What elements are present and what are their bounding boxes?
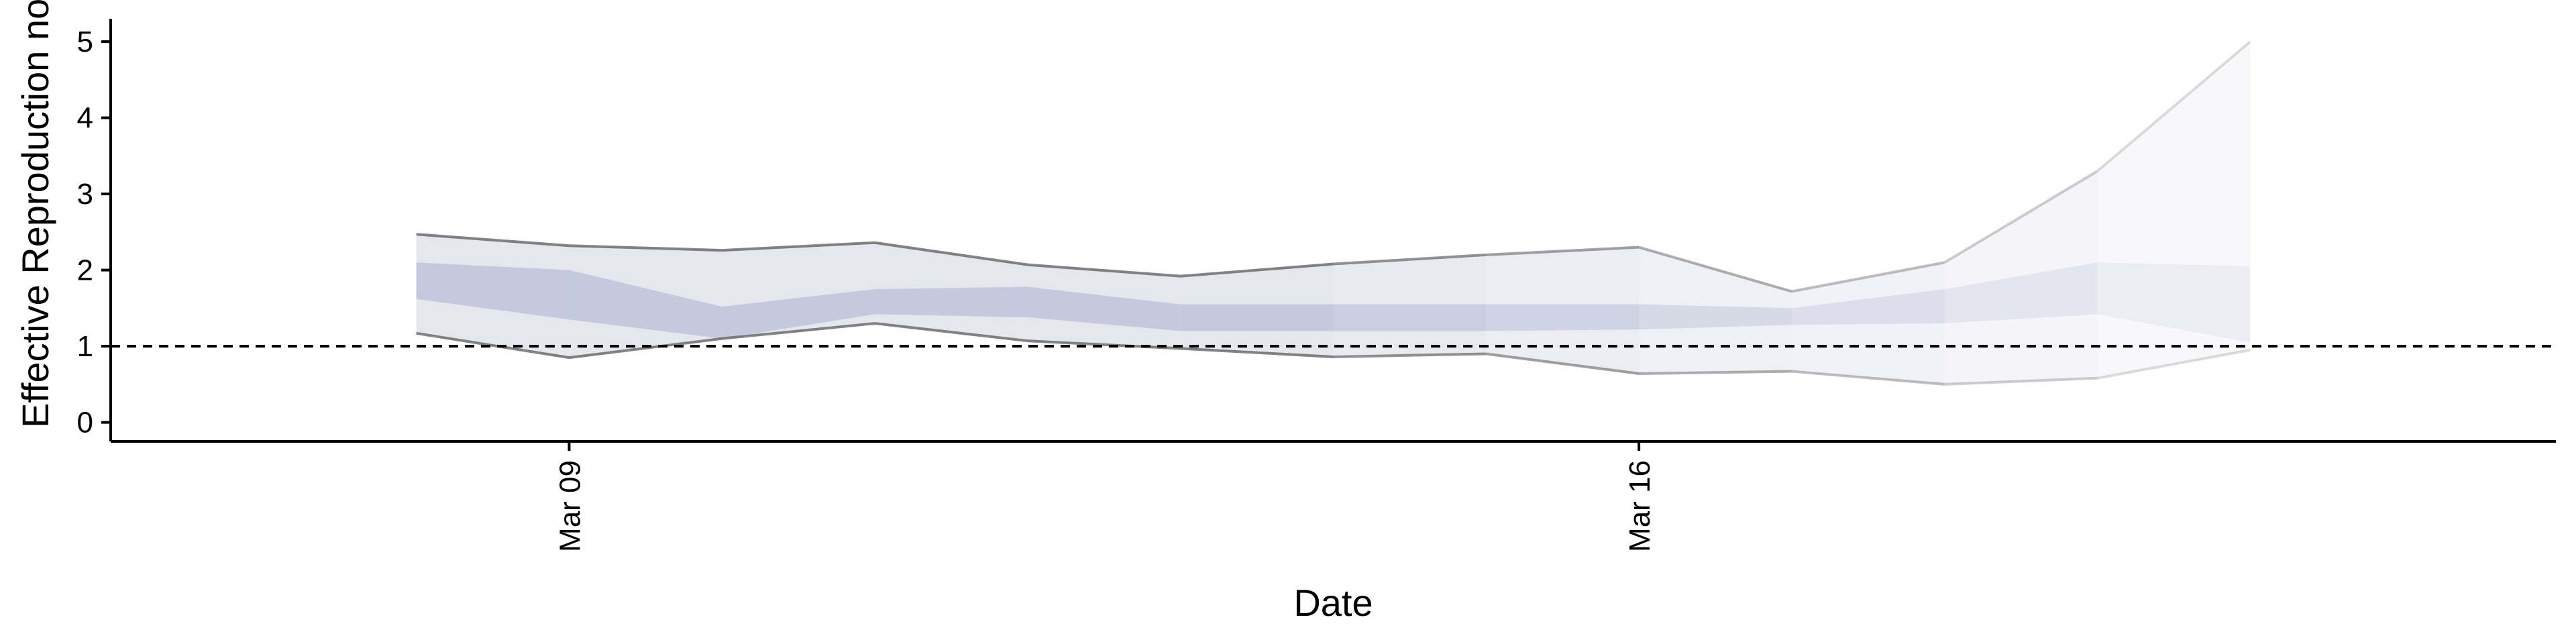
y-tick-label: 0	[77, 407, 93, 439]
upper-bound-line-segment	[569, 244, 722, 252]
lower-bound-line-segment	[1333, 352, 1487, 358]
interval-outlines	[416, 40, 2251, 386]
x-tick-label: Mar 16	[1623, 460, 1656, 552]
band-50-segment	[1180, 304, 1334, 331]
lower-bound-line-segment	[416, 331, 570, 360]
band-90-segment	[1333, 254, 1487, 357]
band-90-segment	[1944, 171, 2098, 384]
band-90-segment	[1639, 247, 1792, 374]
band-50-segment	[1639, 304, 1792, 330]
band-50-segment	[1486, 304, 1640, 331]
band-50-segment	[569, 270, 722, 339]
x-ticks: Mar 09 Mar 16	[553, 441, 1656, 552]
band-90-segment	[1486, 247, 1640, 374]
upper-bound-line-segment	[722, 241, 875, 252]
upper-bound-line-segment	[2096, 40, 2251, 172]
lower-bound-line-segment	[722, 322, 875, 340]
y-tick-label: 4	[77, 102, 93, 135]
y-ticks: 0 1 2 3 4 5	[77, 25, 111, 439]
band-50-segment	[1027, 286, 1181, 331]
upper-bound-line-segment	[1943, 170, 2098, 264]
band-90-segment	[2097, 42, 2251, 378]
interval-bands	[416, 42, 2251, 384]
x-tick-label: Mar 09	[553, 460, 586, 552]
y-tick-label: 1	[77, 330, 93, 363]
upper-bound-line-segment	[416, 233, 570, 248]
lower-bound-line-segment	[1639, 370, 1792, 375]
lower-bound-line-segment	[1486, 352, 1640, 375]
y-tick-label: 5	[77, 25, 93, 58]
upper-bound-line-segment	[1638, 246, 1792, 293]
band-50-segment	[1333, 304, 1487, 331]
upper-bound-line-segment	[1486, 246, 1640, 256]
axes: 0 1 2 3 4 5 Mar 09 Mar 16	[77, 19, 2556, 552]
x-axis-title: Date	[1293, 582, 1373, 624]
lower-bound-line-segment	[1791, 370, 1945, 386]
band-50-segment	[1791, 288, 1945, 325]
lower-bound-line-segment	[1027, 339, 1181, 350]
upper-bound-line-segment	[1791, 261, 1945, 293]
band-50-segment	[722, 288, 875, 339]
y-tick-label: 3	[77, 178, 93, 211]
lower-bound-line-segment	[2097, 348, 2251, 380]
upper-bound-line-segment	[1027, 263, 1181, 278]
upper-bound-line-segment	[1180, 262, 1334, 278]
y-axis-title: Effective Reproduction no.	[14, 0, 56, 428]
upper-bound-line-segment	[874, 241, 1028, 266]
band-90-segment	[1791, 262, 1945, 384]
band-50-segment	[2097, 262, 2251, 343]
lower-bound-line-segment	[569, 337, 722, 360]
lower-bound-line-segment	[1180, 347, 1334, 358]
band-50-segment	[1944, 262, 2098, 324]
lower-bound-line-segment	[1944, 376, 2098, 386]
lower-bound-line-segment	[874, 322, 1028, 343]
y-tick-label: 2	[77, 254, 93, 287]
band-50-segment	[875, 286, 1028, 317]
upper-bound-line-segment	[1333, 253, 1487, 266]
band-50-segment	[416, 262, 570, 320]
